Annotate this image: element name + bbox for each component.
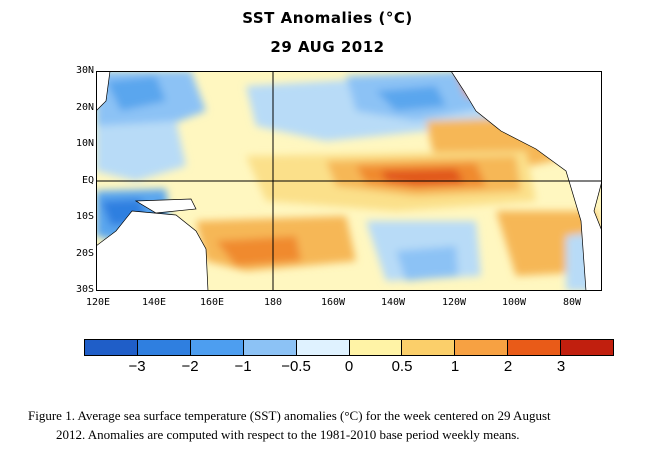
colorbar-segment-1 [85, 340, 138, 355]
lon-label-100w: 100W [501, 297, 527, 308]
lat-label-30n: 30N [75, 65, 94, 76]
lon-label-120w: 120W [441, 297, 467, 308]
lat-label-eq: EQ [81, 175, 94, 186]
colorbar-label-0: 0 [344, 358, 354, 375]
americas [450, 71, 602, 291]
lon-label-180: 180 [263, 297, 283, 308]
colorbar-label-0-5: 0.5 [391, 358, 413, 375]
colorbar-label-neg3: −3 [128, 358, 146, 375]
lon-label-160w: 160W [320, 297, 346, 308]
colorbar-segment-10 [561, 340, 614, 355]
land-masses [96, 71, 602, 291]
colorbar-segment-3 [190, 340, 244, 355]
lon-label-140w: 140W [380, 297, 406, 308]
colorbar-segment-2 [137, 340, 191, 355]
new-guinea [134, 198, 197, 214]
colorbar-label-neg1: −1 [234, 358, 252, 375]
asia-coast [96, 71, 111, 112]
sst-anomaly-map [96, 71, 602, 291]
lon-label-120e: 120E [85, 297, 111, 308]
lat-label-30s: 30S [75, 284, 94, 295]
lat-label-10s: 10S [75, 211, 94, 222]
map-frame [96, 71, 602, 291]
colorbar-label-neg2: −2 [181, 358, 199, 375]
colorbar-label-neg0-5: −0.5 [281, 358, 311, 375]
colorbar-label-1: 1 [450, 358, 460, 375]
australia [96, 210, 209, 291]
colorbar-label-3: 3 [556, 358, 566, 375]
figure-caption: Figure 1. Average sea surface temperatur… [28, 406, 648, 444]
lon-label-160e: 160E [199, 297, 225, 308]
colorbar-segment-8 [455, 340, 509, 355]
lat-label-20n: 20N [75, 102, 94, 113]
colorbar-segment-5 [296, 340, 350, 355]
map-title: SST Anomalies (°C) [242, 9, 413, 27]
lat-label-10n: 10N [75, 138, 94, 149]
colorbar-segment-6 [349, 340, 403, 355]
colorbar-segment-7 [402, 340, 456, 355]
lon-label-80w: 80W [562, 297, 582, 308]
colorbar-segment-4 [243, 340, 297, 355]
caption-line-1: Figure 1. Average sea surface temperatur… [28, 408, 551, 423]
lat-label-20s: 20S [75, 248, 94, 259]
colorbar [84, 339, 614, 356]
colorbar-segment-9 [508, 340, 562, 355]
lon-label-140e: 140E [141, 297, 167, 308]
map-date: 29 AUG 2012 [270, 38, 385, 56]
colorbar-label-2: 2 [503, 358, 513, 375]
caption-line-2: 2012. Anomalies are computed with respec… [56, 427, 520, 442]
